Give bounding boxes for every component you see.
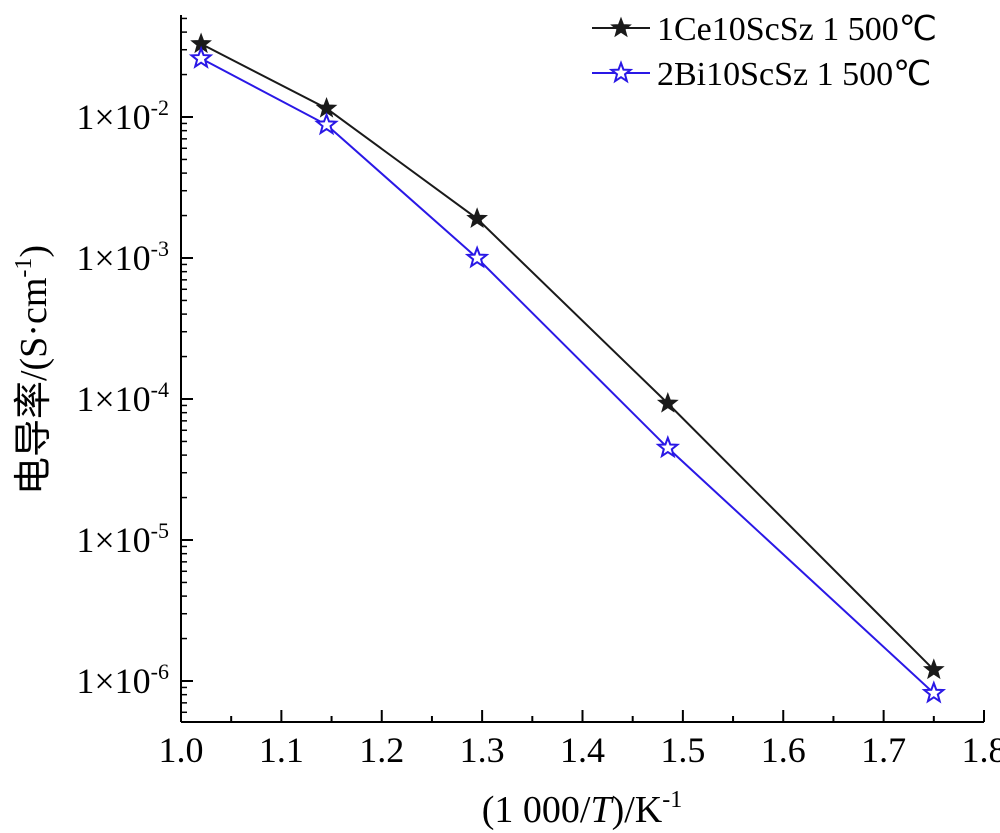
x-tick-label: 1.4 <box>560 730 605 770</box>
legend-marker-2 <box>608 60 634 84</box>
x-tick-label: 1.3 <box>460 730 505 770</box>
data-point-s1 <box>656 392 679 413</box>
x-tick-label: 1.6 <box>761 730 806 770</box>
x-tick-label: 1.7 <box>861 730 906 770</box>
axes <box>180 15 984 723</box>
legend: 1Ce10ScSz 1 500℃ 2Bi10ScSz 1 500℃ <box>592 11 937 93</box>
series-lines <box>200 43 935 694</box>
legend-label-2: 2Bi10ScSz 1 500℃ <box>657 56 931 93</box>
legend-marker-1 <box>610 16 632 38</box>
y-tick-label: 1×10-6 <box>76 659 169 701</box>
y-ticks: 1×10-2 1×10-3 1×10-4 1×10-5 1×10-6 <box>76 17 193 714</box>
x-ticks: 1.0 1.1 1.2 1.3 1.4 1.5 1.6 1.7 1.8 <box>159 710 1000 770</box>
data-point-s1 <box>922 658 945 680</box>
x-tick-label: 1.5 <box>660 730 705 770</box>
y-tick-label: 1×10-4 <box>76 377 169 419</box>
y-tick-label: 1×10-3 <box>76 236 169 278</box>
x-axis-title: (1 000/T)/K-1 <box>482 787 683 831</box>
data-point-s2 <box>314 111 339 136</box>
legend-label-1: 1Ce10ScSz 1 500℃ <box>657 11 937 48</box>
y-tick-label: 1×10-2 <box>76 95 169 137</box>
data-point-s2 <box>921 680 947 704</box>
data-point-s1 <box>466 207 488 228</box>
y-axis-title: 电导率/(S·cm-1) <box>11 245 55 495</box>
x-tick-label: 1.1 <box>259 730 304 770</box>
data-point-s2 <box>188 45 214 69</box>
series-line-2 <box>200 57 935 694</box>
series-markers <box>188 32 947 704</box>
x-tick-label: 1.2 <box>359 730 404 770</box>
series-line-1 <box>200 43 935 671</box>
x-tick-label: 1.8 <box>962 730 1000 770</box>
y-tick-label: 1×10-5 <box>76 518 169 560</box>
data-point-s2 <box>464 245 490 269</box>
data-point-s2 <box>655 435 681 459</box>
x-tick-label: 1.0 <box>159 730 204 770</box>
